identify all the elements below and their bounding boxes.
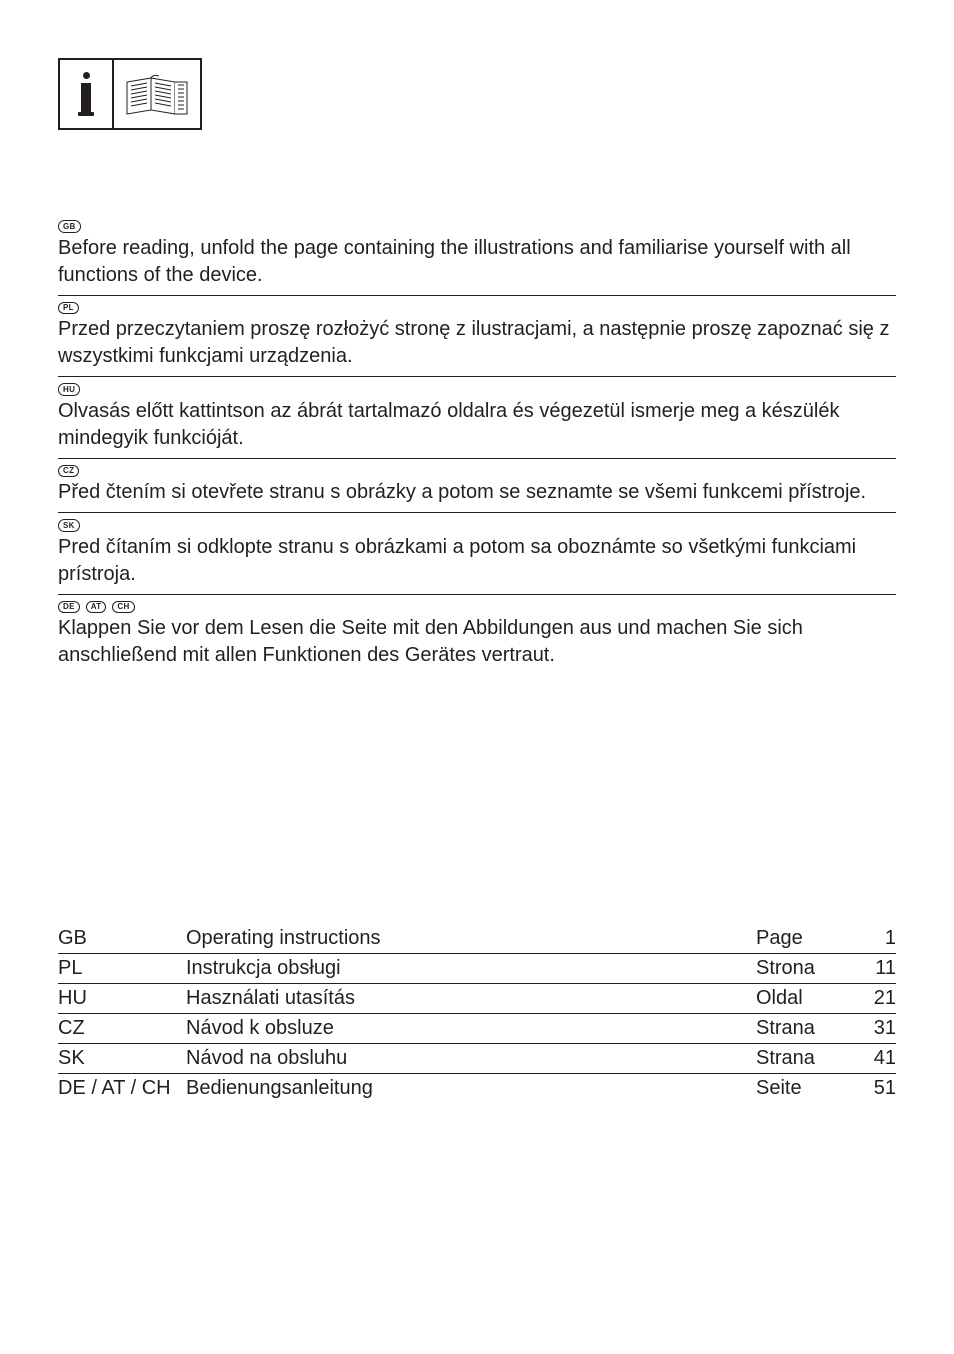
badge-cz: CZ: [58, 465, 79, 478]
toc-title: Operating instructions: [186, 927, 756, 950]
toc-title: Návod k obsluze: [186, 1017, 756, 1040]
toc-code: DE / AT / CH: [58, 1077, 186, 1100]
toc-pagelabel: Page: [756, 927, 856, 950]
toc-pagelabel: Seite: [756, 1077, 856, 1100]
toc-pagelabel: Strana: [756, 1017, 856, 1040]
booklet-icon: [114, 60, 200, 128]
toc-code: GB: [58, 927, 186, 950]
note-text: Olvasás előtt kattintson az ábrát tartal…: [58, 398, 896, 452]
toc-pagelabel: Strana: [756, 1047, 856, 1070]
toc-pagenum: 11: [856, 957, 896, 980]
toc-pagenum: 51: [856, 1077, 896, 1100]
note-text: Przed przeczytaniem proszę rozłożyć stro…: [58, 316, 896, 370]
badge-pl: PL: [58, 302, 79, 315]
toc-pagelabel: Oldal: [756, 987, 856, 1010]
toc-title: Návod na obsluhu: [186, 1047, 756, 1070]
toc-row: DE / AT / CH Bedienungsanleitung Seite 5…: [58, 1074, 896, 1103]
language-notes: GB Before reading, unfold the page conta…: [58, 220, 896, 675]
toc-title: Instrukcja obsługi: [186, 957, 756, 980]
note-text: Before reading, unfold the page containi…: [58, 235, 896, 289]
toc-pagenum: 41: [856, 1047, 896, 1070]
badge-hu: HU: [58, 383, 80, 396]
note-hu: HU Olvasás előtt kattintson az ábrát tar…: [58, 383, 896, 459]
note-cz: CZ Před čtením si otevřete stranu s obrá…: [58, 465, 896, 514]
note-text: Klappen Sie vor dem Lesen die Seite mit …: [58, 615, 896, 669]
toc-row: CZ Návod k obsluze Strana 31: [58, 1014, 896, 1044]
toc-pagenum: 31: [856, 1017, 896, 1040]
toc-row: HU Használati utasítás Oldal 21: [58, 984, 896, 1014]
toc-title: Használati utasítás: [186, 987, 756, 1010]
table-of-contents: GB Operating instructions Page 1 PL Inst…: [58, 924, 896, 1103]
badge-sk: SK: [58, 519, 80, 532]
badge-at: AT: [86, 601, 107, 614]
note-sk: SK Pred čítaním si odklopte stranu s obr…: [58, 519, 896, 595]
note-de-at-ch: DE AT CH Klappen Sie vor dem Lesen die S…: [58, 601, 896, 676]
note-pl: PL Przed przeczytaniem proszę rozłożyć s…: [58, 302, 896, 378]
note-text: Pred čítaním si odklopte stranu s obrázk…: [58, 534, 896, 588]
toc-row: SK Návod na obsluhu Strana 41: [58, 1044, 896, 1074]
badge-gb: GB: [58, 220, 81, 233]
toc-code: HU: [58, 987, 186, 1010]
toc-code: PL: [58, 957, 186, 980]
toc-row: GB Operating instructions Page 1: [58, 924, 896, 954]
toc-code: SK: [58, 1047, 186, 1070]
toc-code: CZ: [58, 1017, 186, 1040]
note-gb: GB Before reading, unfold the page conta…: [58, 220, 896, 296]
toc-pagenum: 21: [856, 987, 896, 1010]
badge-de: DE: [58, 601, 80, 614]
toc-pagelabel: Strona: [756, 957, 856, 980]
toc-title: Bedienungsanleitung: [186, 1077, 756, 1100]
note-text: Před čtením si otevřete stranu s obrázky…: [58, 479, 896, 506]
toc-row: PL Instrukcja obsługi Strona 11: [58, 954, 896, 984]
badge-ch: CH: [112, 601, 134, 614]
info-booklet-icon: [58, 58, 202, 130]
toc-pagenum: 1: [856, 927, 896, 950]
info-icon: [60, 60, 114, 128]
